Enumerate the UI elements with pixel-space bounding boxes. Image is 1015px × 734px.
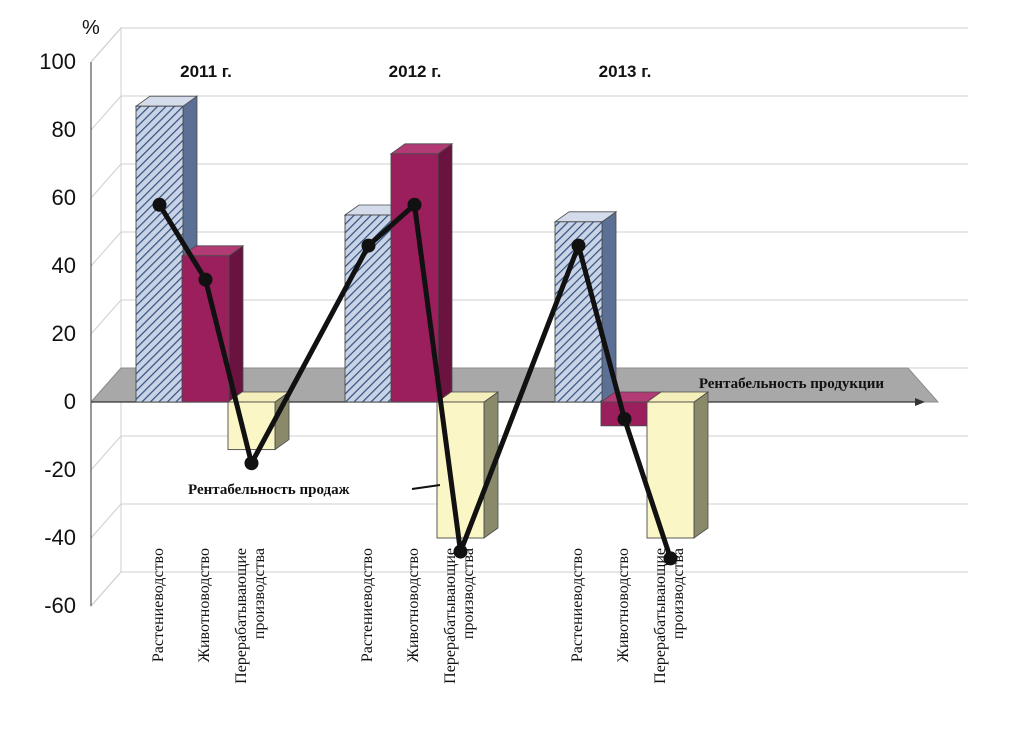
bar-side — [693, 391, 709, 539]
bar-side — [437, 143, 453, 403]
category-label: Животноводство — [196, 548, 213, 662]
x-axis-arrow — [915, 398, 925, 406]
gridline-diag — [90, 503, 122, 539]
group-year-label: 2013 г. — [599, 62, 652, 81]
series-marker — [453, 544, 468, 559]
y-tick-label: 20 — [52, 321, 76, 346]
y-axis-unit: % — [82, 17, 100, 39]
gridline-diag — [90, 571, 122, 607]
y-tick-label: -20 — [44, 457, 76, 482]
line-series-label: Рентабельность продаж — [188, 482, 350, 498]
bar — [646, 401, 695, 539]
y-tick-label: -60 — [44, 593, 76, 618]
category-label: Перерабатывающие — [652, 548, 669, 684]
series-marker — [407, 197, 422, 212]
category-label: Растениеводство — [569, 548, 586, 662]
gridline-diag — [90, 163, 122, 199]
y-tick-label: 0 — [64, 389, 76, 414]
series-marker — [244, 456, 259, 471]
series-marker — [361, 238, 376, 253]
series-marker — [152, 197, 167, 212]
y-tick-label: 40 — [52, 253, 76, 278]
gridline-diag — [90, 435, 122, 471]
category-label: Растениеводство — [359, 548, 376, 662]
category-label: Животноводство — [405, 548, 422, 662]
gridline-diag — [90, 231, 122, 267]
y-tick-label: 80 — [52, 117, 76, 142]
gridline-diag — [90, 95, 122, 131]
bar — [390, 153, 439, 403]
line-series-leader — [411, 484, 441, 490]
series-marker — [571, 238, 586, 253]
group-year-label: 2011 г. — [180, 62, 232, 81]
category-label: Перерабатывающие — [442, 548, 459, 684]
category-label: производства — [251, 548, 268, 639]
series-marker — [198, 272, 213, 287]
category-label: Растениеводство — [150, 548, 167, 662]
bar — [135, 105, 184, 403]
gridline-diag — [90, 299, 122, 335]
bar-series-label: Рентабельность продукции — [699, 376, 885, 392]
category-label: Животноводство — [615, 548, 632, 662]
category-label: Перерабатывающие — [233, 548, 250, 684]
bar — [227, 401, 276, 451]
group-year-label: 2012 г. — [389, 62, 442, 81]
y-tick-label: 60 — [52, 185, 76, 210]
gridline-diag — [90, 27, 122, 63]
category-label: производства — [460, 548, 477, 639]
y-tick-label: -40 — [44, 525, 76, 550]
y-tick-label: 100 — [39, 49, 76, 74]
category-label: производства — [670, 548, 687, 639]
series-marker — [663, 551, 678, 566]
series-marker — [617, 412, 632, 426]
